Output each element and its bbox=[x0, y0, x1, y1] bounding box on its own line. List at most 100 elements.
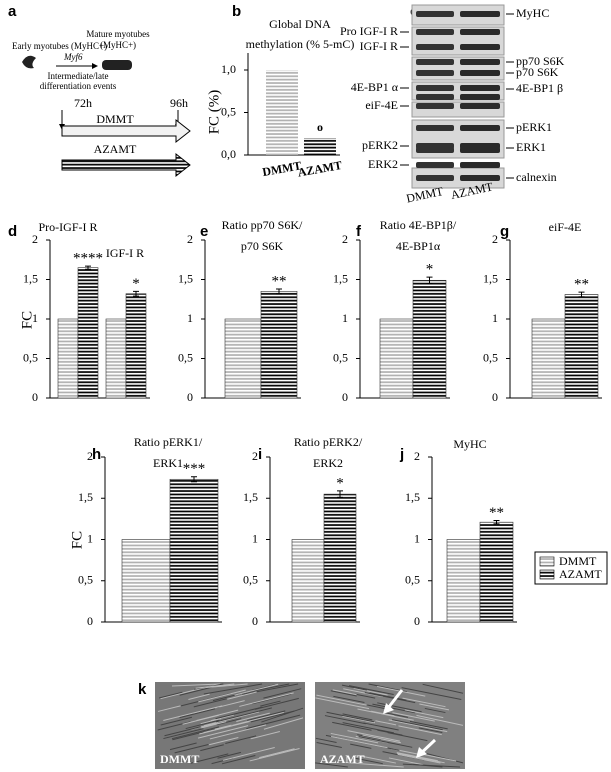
significance: ** bbox=[489, 505, 504, 521]
texture bbox=[423, 752, 464, 764]
y-tick-label: 0,0 bbox=[221, 147, 236, 161]
texture bbox=[216, 718, 242, 726]
texture bbox=[163, 705, 223, 722]
texture bbox=[215, 706, 263, 720]
texture bbox=[171, 726, 220, 740]
texture bbox=[357, 708, 414, 721]
texture bbox=[384, 712, 409, 718]
texture bbox=[217, 751, 242, 759]
texture bbox=[222, 746, 275, 761]
chart-title: Pro-IGF-I R bbox=[39, 220, 98, 234]
texture bbox=[234, 683, 279, 696]
y-tick-label: 1 bbox=[492, 311, 498, 325]
band bbox=[416, 175, 454, 181]
texture bbox=[316, 694, 367, 706]
texture bbox=[358, 736, 413, 748]
y-tick-label: 1 bbox=[32, 311, 38, 325]
blot-label: MyHC bbox=[516, 6, 549, 20]
bar bbox=[121, 539, 171, 623]
panel-letter: a bbox=[8, 3, 17, 20]
band bbox=[416, 147, 454, 153]
y-tick-label: 2 bbox=[414, 449, 420, 463]
y-tick-label: 0 bbox=[87, 614, 93, 628]
texture bbox=[377, 702, 422, 713]
texture bbox=[197, 725, 249, 739]
label: DMMT bbox=[96, 112, 134, 126]
texture bbox=[404, 709, 444, 719]
band bbox=[460, 29, 500, 35]
texture bbox=[375, 720, 397, 726]
band bbox=[460, 125, 500, 131]
texture bbox=[398, 725, 442, 736]
y-tick-label: 1 bbox=[414, 531, 420, 545]
error-bar bbox=[493, 520, 500, 525]
texture bbox=[225, 735, 257, 744]
texture bbox=[158, 691, 183, 699]
y-tick-label: 0,5 bbox=[405, 573, 420, 587]
y-tick-label: 2 bbox=[187, 232, 193, 246]
texture bbox=[388, 719, 448, 733]
significance: o bbox=[317, 120, 323, 134]
texture bbox=[416, 714, 464, 726]
label: (MyHC+) bbox=[100, 40, 136, 50]
label: Intermediate/late bbox=[48, 71, 109, 81]
y-tick-label: 1 bbox=[87, 531, 93, 545]
panel-letter: j bbox=[399, 446, 404, 463]
texture bbox=[418, 727, 443, 734]
y-axis-label: FC bbox=[69, 531, 85, 549]
texture bbox=[157, 705, 181, 712]
panel-letter: f bbox=[356, 223, 362, 240]
texture bbox=[160, 716, 193, 726]
texture bbox=[362, 734, 401, 744]
texture bbox=[190, 753, 229, 764]
band bbox=[460, 94, 500, 100]
texture bbox=[330, 690, 357, 697]
chart-title: ERK2 bbox=[313, 456, 343, 470]
texture bbox=[201, 721, 227, 729]
bar bbox=[266, 70, 298, 155]
blot-label: IGF-I R bbox=[360, 39, 398, 53]
texture bbox=[315, 762, 348, 768]
label: Mature myotubes bbox=[86, 29, 150, 39]
bar bbox=[57, 318, 79, 399]
texture bbox=[391, 719, 443, 731]
blot-label: p70 S6K bbox=[516, 65, 559, 79]
chart-title: Ratio pERK2/ bbox=[294, 435, 363, 449]
bar bbox=[224, 318, 262, 399]
texture bbox=[263, 717, 304, 730]
label: Early myotubes (MyHC+) bbox=[12, 41, 107, 51]
texture bbox=[397, 752, 445, 764]
chart-title: Ratio pp70 S6K/ bbox=[222, 218, 303, 232]
texture bbox=[388, 757, 424, 766]
blot-label: ERK2 bbox=[368, 157, 398, 171]
panel-letter: g bbox=[500, 223, 509, 240]
significance: ** bbox=[574, 277, 589, 293]
texture bbox=[419, 753, 457, 762]
texture bbox=[353, 687, 388, 696]
chart-title: Global DNA bbox=[269, 17, 331, 31]
micrographs: k DMMT AZAMT bbox=[138, 681, 465, 769]
texture bbox=[316, 741, 342, 749]
texture bbox=[219, 700, 245, 708]
texture bbox=[239, 692, 294, 707]
legend-swatch bbox=[539, 569, 555, 580]
texture bbox=[401, 687, 462, 701]
texture bbox=[392, 712, 435, 722]
texture bbox=[372, 703, 416, 714]
texture bbox=[171, 683, 221, 687]
y-tick-label: 0 bbox=[187, 390, 193, 404]
texture bbox=[163, 728, 204, 740]
band bbox=[460, 59, 500, 65]
texture bbox=[260, 700, 281, 707]
texture bbox=[172, 728, 215, 741]
bar bbox=[531, 318, 566, 399]
band bbox=[416, 103, 454, 109]
icon bbox=[102, 60, 132, 70]
blot-label: pERK2 bbox=[362, 138, 398, 152]
bar bbox=[446, 539, 481, 623]
texture bbox=[242, 683, 299, 695]
texture bbox=[195, 683, 235, 689]
texture bbox=[215, 707, 272, 723]
texture bbox=[261, 707, 304, 723]
bar bbox=[412, 279, 447, 399]
